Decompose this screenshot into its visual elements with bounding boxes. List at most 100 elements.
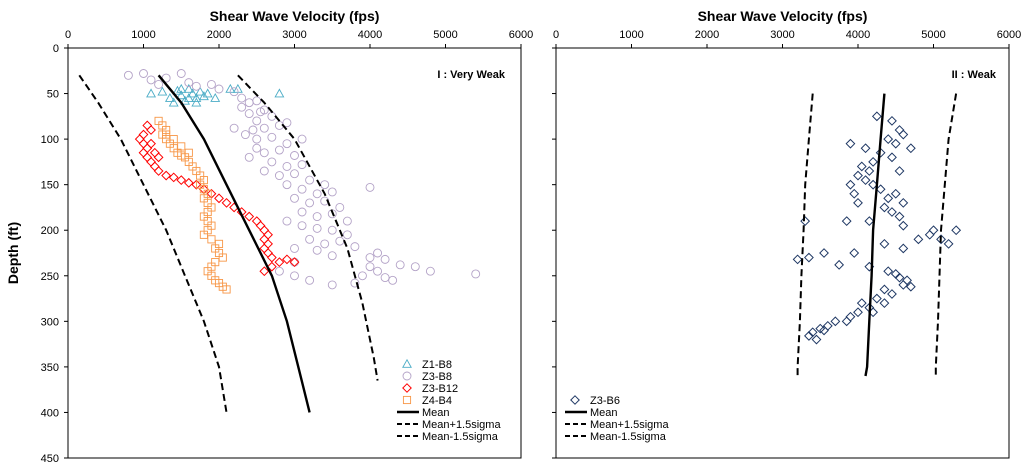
data-point [252, 134, 262, 144]
y-tick-label: 450 [41, 453, 59, 465]
legend-item: Z4-B4 [402, 395, 452, 407]
legend-label: Mean [590, 407, 618, 419]
data-point [252, 116, 262, 126]
y-tick-label: 150 [41, 180, 59, 192]
data-point [342, 230, 352, 240]
data-point [305, 198, 315, 208]
data-point [195, 86, 206, 96]
x-tick-label: 6000 [509, 29, 533, 41]
data-point [290, 193, 299, 203]
data-point [860, 143, 871, 154]
data-point [198, 91, 209, 101]
data-point [804, 252, 814, 263]
data-point [845, 179, 856, 190]
data-point [240, 130, 250, 140]
data-point [282, 118, 292, 128]
data-point [139, 69, 148, 78]
legend-label: Mean-1.5sigma [422, 431, 499, 443]
legend-label: Z3-B6 [590, 395, 620, 407]
x-tick-label: 1000 [131, 29, 155, 41]
data-point [358, 271, 367, 281]
y-tick-label: 200 [41, 225, 59, 237]
legend-label: Mean+1.5sigma [422, 419, 501, 431]
line-Mean-1.5sigma [796, 93, 814, 376]
data-point [206, 188, 217, 199]
data-point [157, 86, 168, 96]
data-point [395, 260, 405, 270]
data-point [365, 182, 375, 192]
legend-box [395, 357, 510, 455]
legend-item: Mean-1.5sigma [397, 431, 499, 443]
data-point [853, 170, 863, 181]
data-point [305, 275, 315, 285]
legend-label: Z3-B12 [422, 383, 458, 395]
data-point [864, 166, 875, 176]
data-point [274, 266, 284, 276]
data-point [161, 170, 172, 181]
data-point [259, 266, 270, 277]
y-axis-title: Depth (ft) [5, 222, 21, 284]
data-point [274, 257, 285, 268]
data-point [252, 143, 262, 153]
data-point [312, 212, 322, 222]
data-point [282, 139, 292, 149]
data-point [792, 254, 803, 265]
legend-label: Mean [422, 407, 450, 419]
y-tick-label: 300 [41, 316, 59, 328]
legend-box [563, 393, 713, 448]
data-point [221, 197, 232, 208]
data-point [244, 109, 254, 119]
data-point [830, 316, 841, 327]
data-point [289, 257, 300, 268]
data-point [898, 197, 909, 208]
data-point [943, 238, 954, 249]
data-point [123, 70, 133, 80]
data-point [811, 334, 822, 345]
y-tick-label: 50 [47, 89, 59, 101]
data-point [187, 88, 198, 98]
data-point [875, 147, 886, 158]
line-Mean [157, 74, 311, 413]
data-point [871, 293, 882, 304]
plot-area [555, 47, 1010, 459]
x-tick-label: 6000 [997, 29, 1021, 41]
x-tick-label: 4000 [358, 29, 382, 41]
data-point [841, 316, 852, 327]
line-Mean [864, 93, 886, 377]
legend: Z1-B8Z3-B8Z3-B12Z4-B4MeanMean+1.5sigmaMe… [395, 357, 510, 455]
legend-marker [402, 395, 412, 405]
y-tick-label: 250 [41, 271, 59, 283]
data-point [373, 248, 382, 258]
data-point [180, 95, 190, 105]
line-Mean+1.5sigma [934, 93, 958, 376]
data-point [894, 272, 905, 283]
y-tick-label: 100 [41, 134, 59, 146]
legend-label: Mean-1.5sigma [590, 431, 667, 443]
data-point [207, 235, 216, 244]
data-point [849, 188, 860, 199]
data-point [259, 105, 269, 115]
data-point [290, 271, 299, 281]
data-point [887, 289, 897, 299]
x-tick-label: 1000 [619, 29, 643, 41]
data-point [883, 266, 894, 277]
zone-label: I : Very Weak [437, 69, 506, 81]
x-tick-label: 3000 [282, 29, 306, 41]
data-point [274, 145, 284, 155]
data-point [297, 160, 307, 170]
data-point [168, 172, 179, 183]
data-point [191, 179, 202, 190]
data-point [297, 221, 307, 231]
data-point [883, 134, 894, 145]
data-point [312, 245, 322, 255]
data-point [312, 189, 322, 199]
zone-label: II : Weak [952, 69, 997, 81]
data-point [894, 211, 905, 222]
data-point [154, 79, 164, 89]
data-point [172, 85, 183, 95]
series-Z3-B8 [123, 69, 481, 290]
data-point [282, 161, 292, 171]
data-point [864, 216, 875, 227]
line-Mean+1.5sigma [237, 74, 379, 381]
